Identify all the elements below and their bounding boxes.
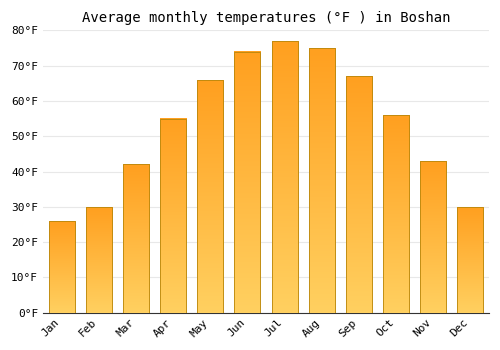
Bar — [160, 119, 186, 313]
Bar — [48, 221, 74, 313]
Bar — [197, 80, 223, 313]
Bar — [308, 48, 334, 313]
Bar — [458, 207, 483, 313]
Title: Average monthly temperatures (°F ) in Boshan: Average monthly temperatures (°F ) in Bo… — [82, 11, 450, 25]
Bar — [383, 115, 409, 313]
Bar — [123, 164, 149, 313]
Bar — [234, 51, 260, 313]
Bar — [346, 76, 372, 313]
Bar — [420, 161, 446, 313]
Bar — [86, 207, 112, 313]
Bar — [272, 41, 297, 313]
